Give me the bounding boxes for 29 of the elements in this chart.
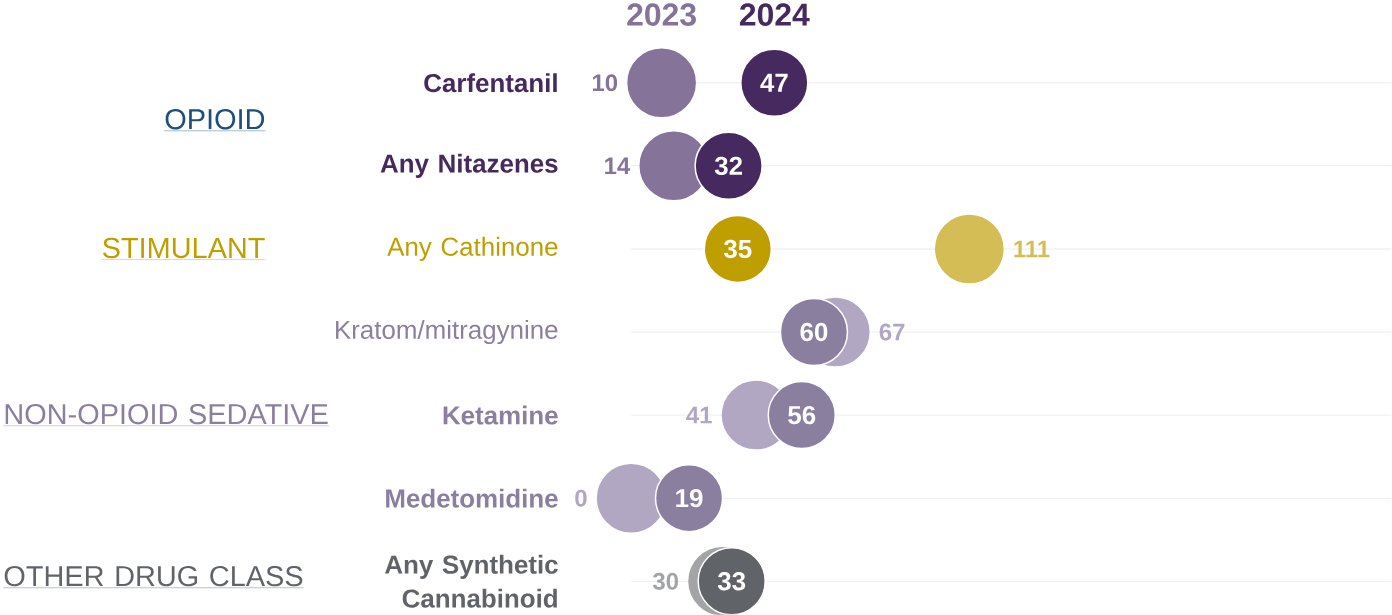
text: NON-OPIOID SEDATIVE: [5, 403, 328, 425]
data-label: 14: [605, 157, 631, 175]
y-tick-label: Medetomidine: [386, 488, 558, 508]
text: STIMULANT: [102, 237, 265, 259]
data-label: 111: [1014, 240, 1050, 258]
point: [627, 48, 696, 118]
data-label: 0: [575, 489, 587, 507]
data-label: 56: [788, 406, 816, 425]
data-label: 33: [717, 572, 746, 591]
y-tick-label: Any Synthetic Cannabinoid: [384, 554, 558, 608]
y-tick-label: Carfentanil: [424, 73, 557, 93]
y-tick-label: Any Nitazenes: [380, 153, 558, 179]
series-label: 2023: [627, 3, 696, 27]
data-label: 41: [686, 406, 712, 424]
text: OTHER DRUG CLASS: [4, 566, 303, 587]
y-tick-label: Ketamine: [443, 405, 558, 425]
data-label: 67: [879, 323, 905, 341]
series-label: 2024: [739, 3, 810, 27]
text: OPIOID: [165, 109, 265, 130]
data-label: 10: [592, 74, 618, 92]
data-label: 47: [760, 73, 788, 92]
y-tick-label: Kratom/mitragynine: [336, 320, 558, 345]
data-label: 35: [723, 239, 752, 259]
data-label: 19: [676, 489, 703, 508]
data-label: 30: [652, 572, 679, 590]
y-tick-label: Any Cathinone: [387, 236, 558, 262]
point: [935, 214, 1004, 284]
data-label: 60: [800, 322, 828, 342]
data-label: 32: [714, 156, 743, 176]
